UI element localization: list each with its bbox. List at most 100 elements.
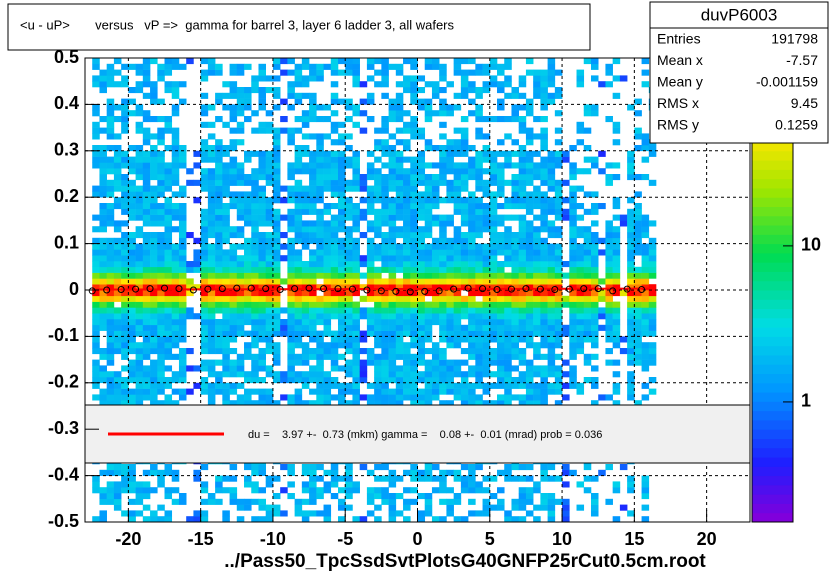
- heat-cell: [547, 464, 556, 471]
- heat-cell: [142, 353, 151, 360]
- heat-cell: [475, 382, 483, 389]
- heat-cell: [150, 162, 158, 169]
- heat-cell: [106, 168, 115, 175]
- heat-cell: [135, 388, 144, 395]
- heat-cell: [229, 232, 238, 239]
- heat-cell: [374, 214, 382, 221]
- heat-cell: [337, 336, 346, 343]
- heat-cell: [150, 168, 158, 175]
- heat-cell: [547, 261, 556, 268]
- heat-cell: [301, 121, 310, 128]
- heat-cell: [388, 319, 397, 326]
- heat-cell: [106, 237, 115, 244]
- heat-cell: [265, 342, 274, 349]
- heat-cell: [150, 516, 158, 523]
- heat-cell: [511, 104, 519, 111]
- heat-cell: [424, 243, 433, 250]
- heat-cell: [294, 116, 303, 123]
- heat-cell: [468, 498, 476, 505]
- heat-cell: [309, 301, 317, 308]
- heat-cell: [164, 226, 173, 233]
- heat-cell: [157, 295, 165, 302]
- heat-cell: [258, 237, 267, 244]
- heat-cell: [403, 87, 411, 94]
- heat-cell: [222, 388, 230, 395]
- heat-cell: [200, 272, 209, 279]
- heat-cell: [150, 98, 158, 105]
- heat-cell: [272, 92, 281, 99]
- heat-cell: [294, 266, 303, 273]
- heat-cell: [337, 156, 346, 163]
- heat-cell: [222, 336, 230, 343]
- heat-cell: [395, 232, 404, 239]
- heat-cell: [337, 295, 346, 302]
- heat-cell: [121, 330, 129, 337]
- heat-cell: [518, 266, 527, 273]
- heat-cell: [547, 266, 556, 273]
- heat-cell: [164, 243, 173, 250]
- heat-cell: [121, 284, 129, 291]
- heat-cell: [475, 261, 483, 268]
- heat-cell: [92, 307, 100, 314]
- heat-cell: [164, 365, 173, 372]
- heat-cell: [92, 301, 100, 308]
- heat-cell: [352, 208, 360, 215]
- heat-cell: [525, 359, 534, 366]
- heat-cell: [150, 400, 158, 407]
- heat-cell: [200, 336, 209, 343]
- heat-cell: [417, 313, 426, 320]
- heat-cell: [598, 469, 606, 476]
- heat-cell: [395, 156, 404, 163]
- heat-cell: [128, 272, 136, 279]
- heat-cell: [641, 266, 650, 273]
- heat-cell: [323, 504, 332, 511]
- heat-cell: [439, 469, 447, 476]
- heat-cell: [547, 92, 556, 99]
- heat-cell: [99, 237, 107, 244]
- heat-cell: [301, 301, 310, 308]
- heat-cell: [171, 487, 180, 494]
- heat-cell: [92, 371, 100, 378]
- heat-cell: [128, 319, 136, 326]
- heat-cell: [99, 243, 107, 250]
- profile-point: [247, 284, 255, 292]
- heat-cell: [388, 208, 397, 215]
- heat-cell: [352, 336, 360, 343]
- heat-cell: [106, 394, 115, 401]
- heat-cell: [540, 493, 548, 500]
- heat-cell: [150, 156, 158, 163]
- heat-cell: [345, 232, 353, 239]
- heat-cell: [468, 249, 476, 256]
- heat-cell: [128, 359, 136, 366]
- heat-cell: [431, 63, 440, 70]
- heat-cell: [345, 243, 353, 250]
- heat-cell: [417, 237, 426, 244]
- heat-cell: [424, 313, 433, 320]
- heat-cell: [453, 498, 462, 505]
- heat-cell: [345, 324, 353, 331]
- heat-cell: [272, 150, 281, 157]
- color-bar-step: [752, 187, 793, 198]
- heat-cell: [518, 156, 527, 163]
- heat-cell: [468, 336, 476, 343]
- heat-cell: [287, 307, 295, 314]
- heat-cell: [431, 464, 440, 471]
- heat-cell: [648, 330, 657, 337]
- heat-cell: [106, 295, 115, 302]
- heat-cell: [207, 168, 216, 175]
- heat-cell: [403, 220, 411, 227]
- heat-cell: [511, 249, 519, 256]
- heat-cell: [554, 371, 563, 378]
- heat-cell: [164, 255, 173, 262]
- heat-cell: [150, 319, 158, 326]
- heat-cell: [128, 388, 136, 395]
- heat-cell: [142, 110, 151, 117]
- heat-cell: [200, 498, 209, 505]
- heat-cell: [337, 98, 346, 105]
- heat-cell: [410, 278, 418, 285]
- heat-cell: [554, 290, 563, 297]
- heat-cell: [337, 487, 346, 494]
- heat-cell: [511, 348, 519, 355]
- heat-cell: [518, 197, 527, 204]
- heat-cell: [381, 145, 389, 152]
